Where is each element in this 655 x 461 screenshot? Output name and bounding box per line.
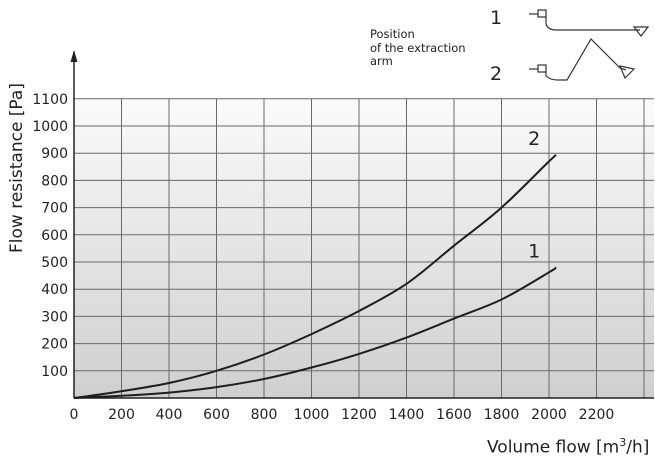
diagram-label-2: 2 [490, 63, 502, 85]
legend-note-line-2: of the extraction [370, 40, 466, 55]
y-tick-label-500: 500 [41, 255, 68, 271]
x-tick-label-400: 400 [156, 407, 183, 423]
plot-area [74, 97, 654, 398]
y-axis-arrowhead [70, 50, 78, 62]
x-tick-label-2200: 2200 [579, 407, 615, 423]
y-tick-label-400: 400 [41, 282, 68, 298]
x-tick-label-1200: 1200 [341, 407, 377, 423]
x-tick-label-200: 200 [108, 407, 135, 423]
y-tick-label-600: 600 [41, 228, 68, 244]
x-axis-label-sup: 3 [619, 436, 627, 449]
x-axis-label: Volume flow [m3/h] [487, 436, 649, 458]
x-tick-label-800: 800 [251, 407, 278, 423]
series-label-2: 2 [528, 128, 540, 150]
legend-note-line-1: Position [370, 27, 415, 41]
x-axis-label-suffix: /h] [626, 437, 650, 458]
axes [70, 50, 654, 399]
y-tick-label-1100: 1100 [32, 92, 68, 108]
arm-1-arm [545, 17, 640, 31]
arm-2-hood [619, 65, 636, 80]
series-line-2 [73, 154, 557, 399]
y-tick-label-900: 900 [41, 146, 68, 162]
x-tick-label-0: 0 [70, 407, 79, 423]
series-line-1 [73, 266, 557, 399]
x-tick-label-1600: 1600 [436, 407, 472, 423]
y-tick-label-700: 700 [41, 201, 68, 217]
arm-position-diagram: 12 [490, 7, 650, 85]
arm-1-joint [537, 9, 547, 18]
y-tick-label-1000: 1000 [32, 119, 68, 135]
series-labels: 12 [528, 128, 540, 262]
x-tick-label-2000: 2000 [531, 407, 567, 423]
x-tick-label-600: 600 [203, 407, 230, 423]
y-tick-label-200: 200 [41, 337, 68, 353]
x-axis-label-prefix: Volume flow [m [487, 437, 620, 458]
y-tick-label-300: 300 [41, 309, 68, 325]
diagram-label-1: 1 [490, 7, 502, 29]
legend-note: Position of the extraction arm [370, 27, 466, 69]
x-tick-label-1400: 1400 [389, 407, 425, 423]
y-tick-label-800: 800 [41, 173, 68, 189]
legend-note-line-3: arm [370, 54, 393, 68]
grid [74, 98, 654, 398]
y-tick-label-100: 100 [41, 364, 68, 380]
x-tick-label-1800: 1800 [484, 407, 520, 423]
arm-1-hood [632, 26, 650, 37]
arm-2-arm [545, 38, 627, 81]
series-lines [73, 154, 557, 399]
x-tick-label-1000: 1000 [294, 407, 330, 423]
arm-2-joint [537, 64, 547, 73]
series-label-1: 1 [528, 240, 540, 262]
y-axis-label: Flow resistance [Pa] [7, 83, 27, 253]
